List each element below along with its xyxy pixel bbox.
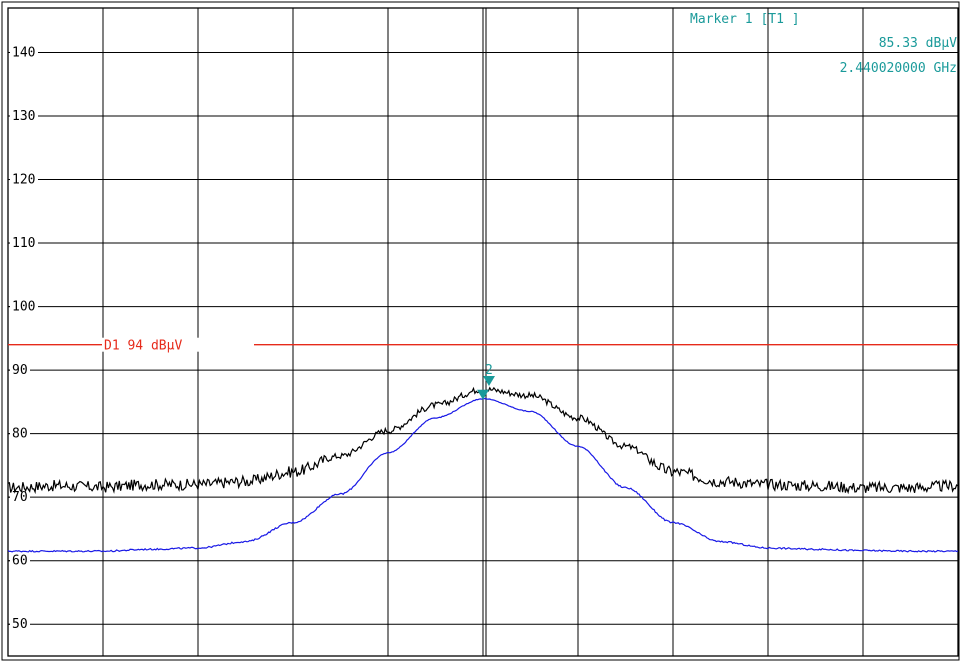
y-tick-label: 80 — [12, 427, 28, 442]
y-tick-label-background — [10, 298, 38, 313]
y-tick-label-background — [10, 362, 30, 377]
y-tick-label: 120 — [12, 173, 35, 188]
display-line-label: D1 94 dBµV — [104, 339, 182, 354]
marker-1-triangle — [477, 389, 489, 400]
marker-readout-title: Marker 1 [T1 ] — [690, 12, 800, 27]
y-tick-label-background — [10, 425, 30, 440]
markers: 2 — [477, 363, 495, 400]
y-tick-label-background — [10, 489, 30, 504]
y-tick-label-background — [10, 44, 38, 59]
display-line-label-background — [102, 337, 254, 352]
y-tick-label: 60 — [12, 554, 28, 569]
y-tick-label-background — [10, 235, 38, 250]
y-tick-label: 110 — [12, 236, 35, 251]
marker-readout-frequency: 2.440020000 GHz — [840, 61, 957, 76]
marker-readout-level: 85.33 dBµV — [879, 36, 957, 51]
y-tick-label: 140 — [12, 45, 35, 60]
y-tick-label: 90 — [12, 363, 28, 378]
y-tick-label: 50 — [12, 617, 28, 632]
y-tick-label: 130 — [12, 109, 35, 124]
y-tick-label: 70 — [12, 490, 28, 505]
y-tick-label-background — [10, 171, 38, 186]
display-line-group: D1 94 dBµV — [8, 337, 958, 354]
y-tick-label-background — [10, 552, 30, 567]
y-tick-label-background — [10, 616, 30, 631]
y-tick-label-background — [10, 108, 38, 122]
y-axis-ticks: 140 130 120 110 100 90 80 70 60 50 — [8, 44, 38, 632]
marker-2-triangle — [483, 376, 495, 386]
marker-2-label: 2 — [485, 363, 493, 378]
marker-readout: Marker 1 [T1 ] 85.33 dBµV 2.440020000 GH… — [690, 12, 957, 76]
y-tick-label: 100 — [12, 300, 35, 315]
